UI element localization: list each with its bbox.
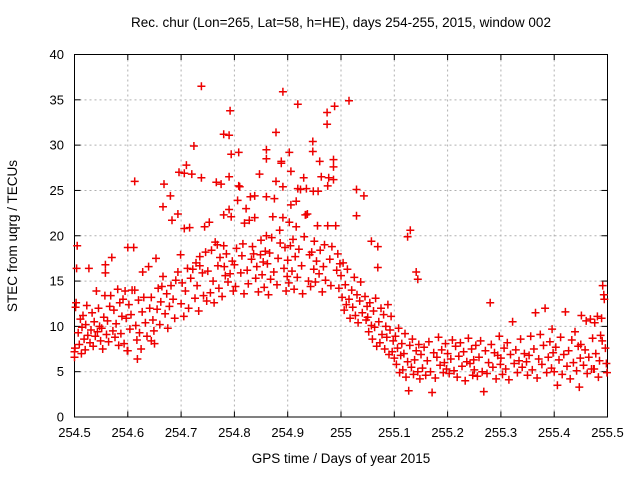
x-tick-label: 255.4 — [538, 425, 571, 440]
y-tick-labels: 0 5 10 15 20 25 30 35 40 — [50, 47, 64, 425]
x-axis-label: GPS time / Days of year 2015 — [252, 451, 431, 466]
y-tick-label: 25 — [50, 183, 64, 198]
x-tick-label: 255.5 — [591, 425, 624, 440]
gridlines — [74, 54, 608, 417]
y-tick-label: 20 — [50, 228, 64, 243]
x-tick-label: 254.5 — [58, 425, 91, 440]
data-points — [70, 82, 611, 397]
y-tick-label: 15 — [50, 274, 64, 289]
y-tick-label: 30 — [50, 138, 64, 153]
y-tick-label: 10 — [50, 319, 64, 334]
x-tick-label: 255 — [330, 425, 352, 440]
axis-tick-marks — [74, 54, 608, 418]
y-tick-label: 35 — [50, 92, 64, 107]
y-axis-label: STEC from uqrg / TECUs — [5, 160, 20, 312]
x-tick-label: 254.8 — [218, 425, 251, 440]
y-tick-label: 5 — [57, 364, 64, 379]
scatter-plus-markers — [70, 82, 611, 397]
x-tick-label: 255.1 — [378, 425, 411, 440]
x-tick-label: 254.9 — [271, 425, 304, 440]
x-tick-label: 254.6 — [112, 425, 145, 440]
y-tick-label: 40 — [50, 47, 64, 62]
chart-title: Rec. chur (Lon=265, Lat=58, h=HE), days … — [131, 15, 551, 30]
x-tick-label: 255.2 — [431, 425, 464, 440]
x-tick-label: 254.7 — [165, 425, 198, 440]
x-tick-labels: 254.5 254.6 254.7 254.8 254.9 255 255.1 255.2 25… — [58, 425, 624, 440]
y-tick-label: 0 — [57, 410, 64, 425]
x-tick-label: 255.3 — [485, 425, 518, 440]
